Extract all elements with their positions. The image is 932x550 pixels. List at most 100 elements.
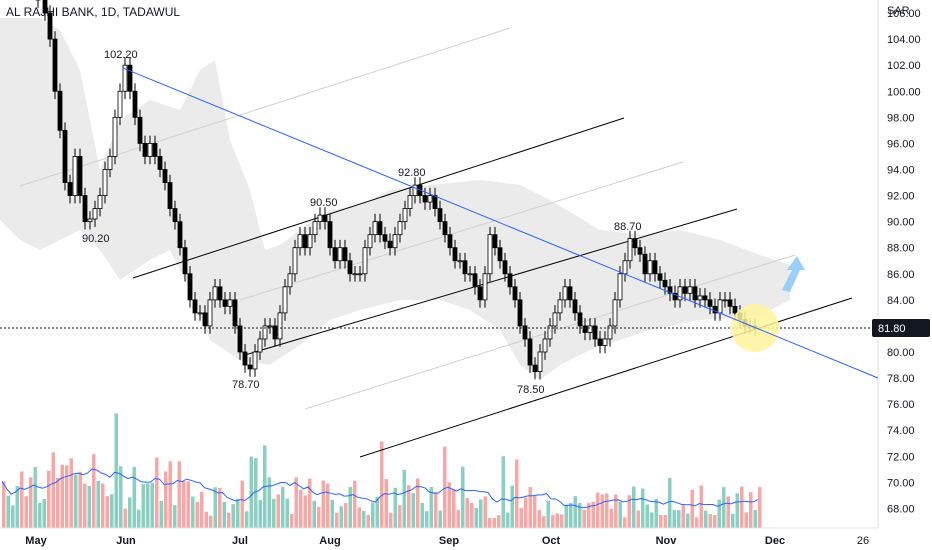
candle-body [482,273,488,301]
candle-body [632,238,638,249]
volume-bar [677,510,681,528]
volume-bar [416,478,420,528]
volume-bar [524,497,528,528]
candle-body [462,260,468,275]
y-tick-label: 100.00 [887,86,921,98]
candle-body [447,234,453,249]
candle-body [682,286,688,294]
candle-body [52,38,58,92]
candle-body [257,338,263,353]
candle-body [182,247,188,275]
y-tick-label: 104.00 [887,34,921,46]
candle-body [387,240,393,249]
volume-bar [398,505,402,528]
volume-bar [722,487,726,528]
y-tick-label: 90.00 [887,217,915,229]
candle-body [487,234,493,275]
candle-body [472,273,478,288]
volume-bar [654,498,658,528]
candles [35,0,758,380]
volume-bar [690,489,694,528]
channel-line [132,117,625,279]
candle-body [112,116,118,157]
volume-bar [105,496,109,528]
volume-bar [425,511,429,528]
candle-body [577,312,583,327]
volume-bar [735,493,739,528]
candle-body [517,299,523,327]
volume-bar [573,496,577,528]
candle-body [592,325,598,340]
volume-bar [695,517,699,528]
candle-body [97,195,103,209]
candle-body [452,247,458,262]
candle-body [412,184,418,196]
volume-bar [38,502,42,528]
candle-body [287,273,293,288]
candle-body [147,143,153,157]
candle-body [62,129,68,183]
volume-bar [402,469,406,528]
candle-body [667,286,673,294]
candle-body [222,299,228,307]
y-tick-label: 68.00 [887,503,915,515]
candle-body [612,299,618,327]
volume-bar [29,477,33,528]
candle-body [717,299,723,314]
y-tick-label: 106.00 [887,8,921,20]
volume-bar [56,477,60,528]
x-tick-label: Oct [542,535,561,547]
candle-body [207,299,213,327]
annotation-78-70: 78.70 [232,379,260,391]
volume-bar [173,505,177,528]
channel-lines [19,27,853,458]
candle-body [712,305,718,314]
volume-bar [731,513,735,528]
candle-body [67,182,73,196]
candle-body [427,195,433,203]
volume-bar [749,492,753,528]
annotation-102-20: 102.20 [104,49,138,61]
candle-body [157,156,163,170]
candle-body [572,299,578,314]
candle-body [432,195,438,209]
volume-bar [339,506,343,528]
volume-bar [15,485,19,528]
volume-bar [209,515,213,528]
volume-bar [150,482,154,528]
volume-bar [128,497,132,528]
candle-body [677,286,683,301]
candle-body [237,325,243,353]
candle-body [107,156,113,170]
channel-line [19,27,511,187]
volume-bar [60,464,64,528]
x-tick-label: Dec [765,535,785,547]
volume-bar [537,510,541,528]
volume-bar [362,511,366,528]
volume-bar [411,493,415,528]
candle-body [697,295,703,301]
candle-body [77,156,83,196]
volume-bar [245,511,249,528]
volume-bar [200,491,204,528]
current-price-label: 81.80 [878,323,906,335]
candle-body [47,12,53,40]
volume-bar [272,498,276,528]
volume-bar [74,474,78,528]
price-cloud [0,18,790,380]
candle-body [662,279,668,288]
candle-body [162,169,168,183]
candle-body [142,143,148,157]
volume-bar [357,507,361,528]
candle-body [82,195,88,223]
volume-bar [119,466,123,528]
candle-body [702,295,708,301]
volume-bar [137,509,141,528]
candle-body [312,221,318,236]
y-tick-label: 92.00 [887,191,915,203]
volume-bar [308,478,312,528]
downtrend-line [122,67,879,379]
x-axis-ticks: May Jun Jul Aug Sep Oct Nov Dec 26 [25,535,869,547]
candle-body [627,238,633,262]
